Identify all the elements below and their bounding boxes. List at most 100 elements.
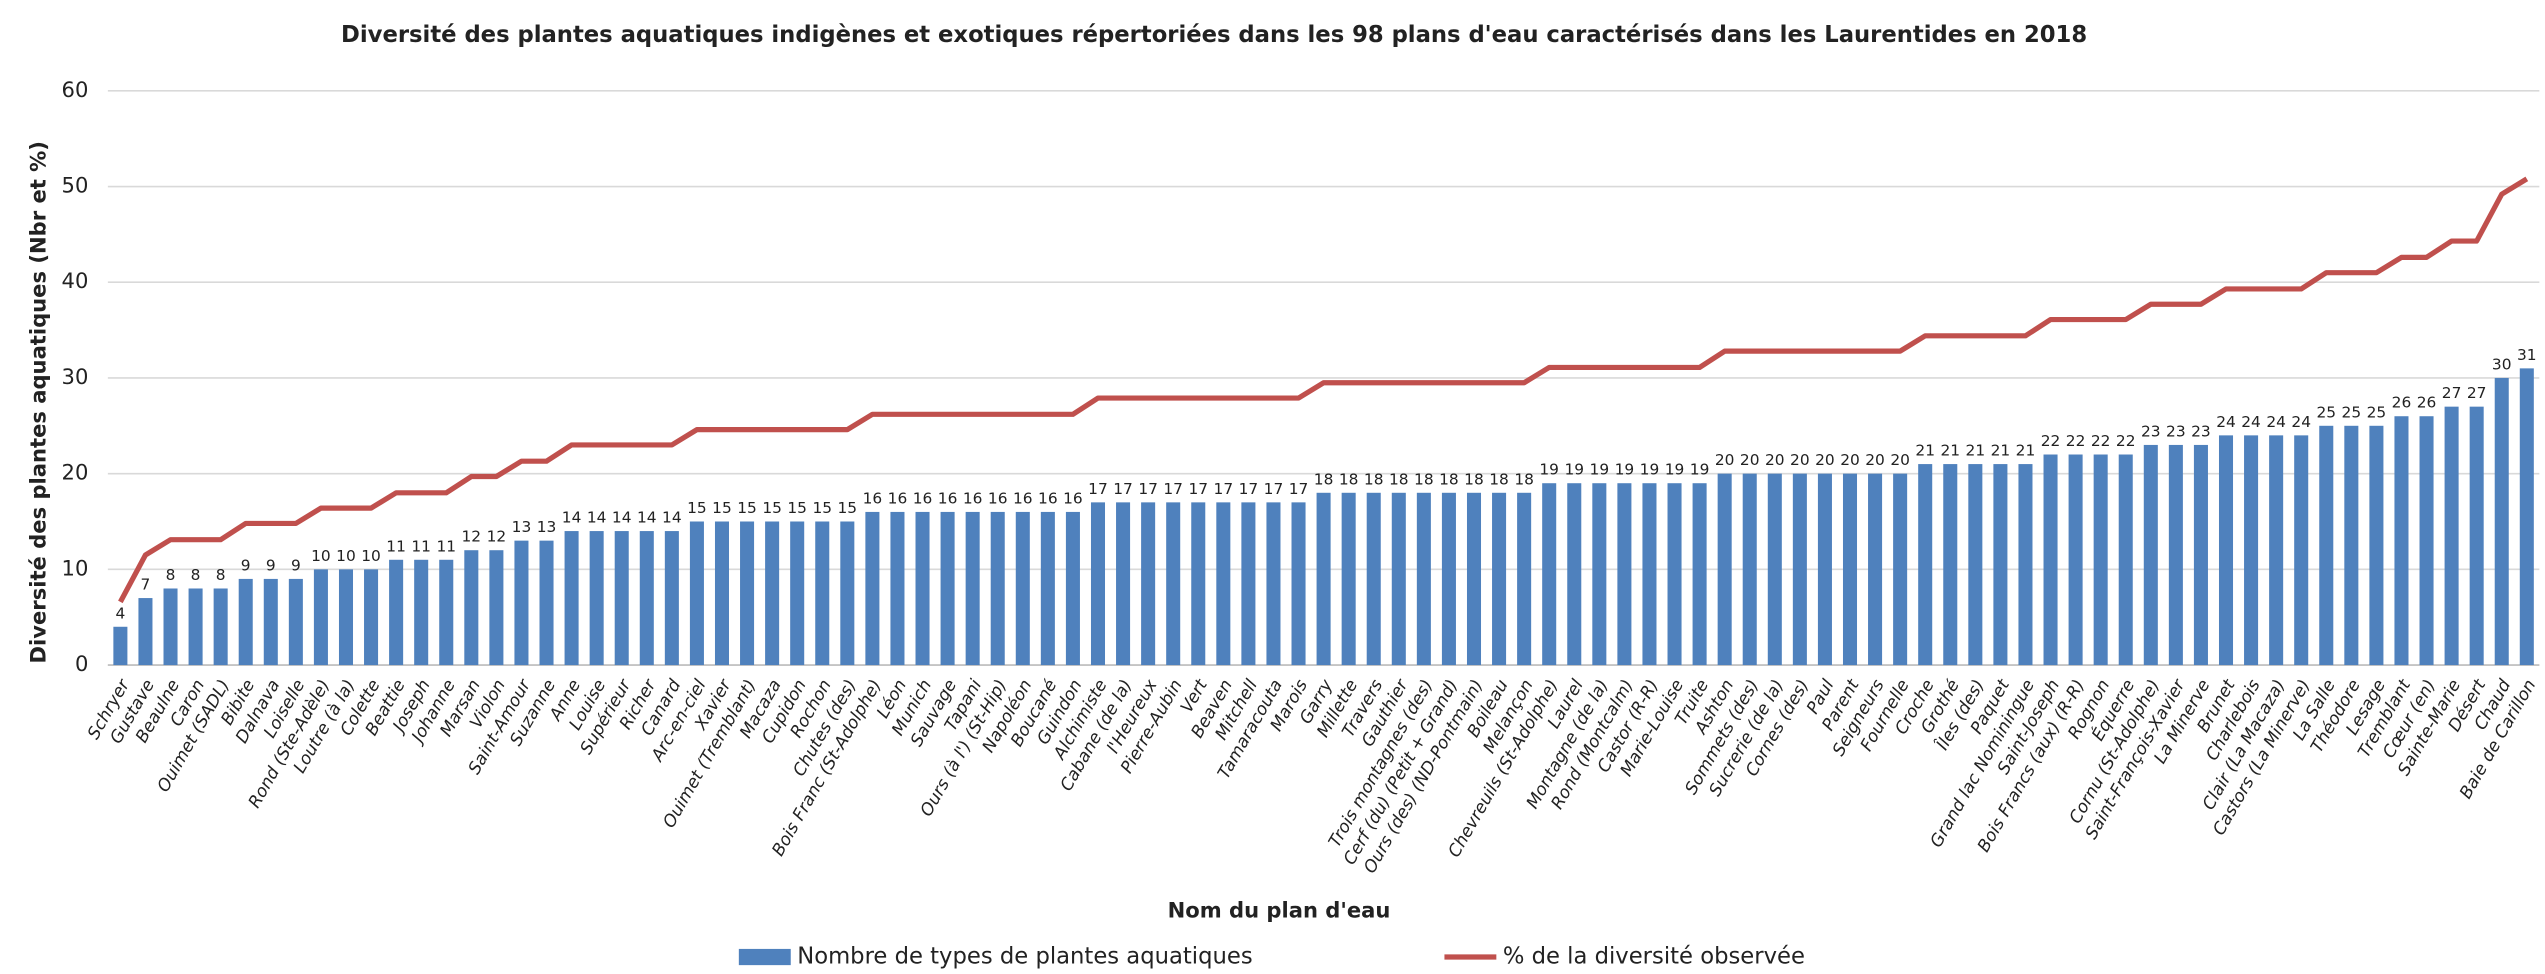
bar: [1241, 502, 1256, 666]
bar: [1366, 492, 1381, 666]
bar: [2193, 444, 2208, 666]
data-label: 20: [1765, 451, 1785, 469]
data-label: 20: [1790, 451, 1810, 469]
data-label: 14: [562, 509, 582, 527]
bar: [1116, 502, 1131, 666]
bar: [2494, 377, 2509, 666]
bar: [2218, 435, 2234, 666]
data-label: 18: [1389, 470, 1409, 488]
bar: [2143, 444, 2158, 666]
bar: [2419, 416, 2434, 666]
data-label: 25: [2342, 403, 2362, 421]
bar: [1141, 502, 1156, 666]
bar: [2519, 368, 2534, 666]
bar: [865, 511, 880, 666]
bar: [213, 588, 228, 666]
data-label: 15: [838, 499, 858, 517]
bar: [364, 569, 379, 666]
bar: [313, 569, 328, 666]
data-label: 19: [1564, 461, 1584, 479]
data-label: 24: [2216, 413, 2236, 431]
data-label: 24: [2291, 413, 2311, 431]
data-label: 25: [2367, 403, 2387, 421]
data-label: 17: [1239, 480, 1259, 498]
bar: [1742, 473, 1757, 666]
data-label: 22: [2091, 432, 2111, 450]
bar: [2118, 454, 2133, 666]
data-label: 16: [963, 489, 983, 507]
bar: [1191, 502, 1206, 666]
data-label: 22: [2066, 432, 2086, 450]
bar: [1617, 483, 1632, 666]
bar: [1767, 473, 1782, 666]
data-label: 15: [787, 499, 807, 517]
data-label: 9: [291, 556, 301, 574]
data-label: 20: [1815, 451, 1835, 469]
legend-label: Nombre de types de plantes aquatiques: [797, 944, 1252, 970]
bar: [990, 511, 1005, 666]
data-label: 11: [436, 537, 456, 555]
bar: [1943, 464, 1958, 666]
data-label: 17: [1113, 480, 1133, 498]
bar: [689, 521, 704, 666]
bar: [1918, 464, 1933, 666]
data-label: 17: [1088, 480, 1108, 498]
data-label: 20: [1715, 451, 1735, 469]
data-label: 14: [662, 509, 682, 527]
bar: [639, 531, 654, 666]
bar: [2444, 406, 2459, 666]
bar: [1316, 492, 1331, 666]
data-label: 16: [938, 489, 958, 507]
line: [118, 176, 2529, 604]
bar: [138, 598, 153, 666]
bar: [1642, 483, 1657, 666]
bar: [1341, 492, 1356, 666]
data-label: 23: [2191, 422, 2211, 440]
bar: [2344, 425, 2359, 666]
data-label: 23: [2166, 422, 2186, 440]
bar: [2168, 444, 2183, 666]
data-label: 10: [336, 547, 356, 565]
data-label: 15: [762, 499, 782, 517]
bar: [389, 559, 404, 666]
data-label: 17: [1264, 480, 1284, 498]
data-label: 20: [1840, 451, 1860, 469]
data-label: 9: [241, 556, 251, 574]
data-label: 27: [2442, 384, 2462, 402]
data-label: 17: [1289, 480, 1309, 498]
data-label: 8: [216, 566, 226, 584]
data-label: 23: [2141, 422, 2161, 440]
data-label: 21: [1991, 442, 2011, 460]
data-label: 21: [1940, 442, 1960, 460]
bar: [514, 540, 529, 666]
bar: [1592, 483, 1607, 666]
data-label: 15: [712, 499, 732, 517]
data-label: 14: [612, 509, 632, 527]
bar: [113, 626, 128, 666]
data-label: 30: [2492, 355, 2512, 373]
bar: [2469, 406, 2484, 666]
bar: [238, 578, 253, 666]
bar: [1517, 492, 1532, 666]
data-label: 14: [587, 509, 607, 527]
data-label: 22: [2041, 432, 2061, 450]
bar: [2244, 435, 2259, 666]
data-label: 8: [191, 566, 201, 584]
legend-swatch: [738, 948, 791, 966]
y-tick-label: 60: [62, 77, 89, 102]
bar: [1993, 464, 2008, 666]
bar: [2394, 416, 2409, 666]
data-label: 25: [2316, 403, 2336, 421]
data-label: 10: [311, 547, 331, 565]
bar: [1166, 502, 1181, 666]
bar: [2369, 425, 2384, 666]
data-label: 21: [1915, 442, 1935, 460]
data-label: 22: [2116, 432, 2136, 450]
bar: [464, 550, 479, 666]
data-label: 17: [1214, 480, 1234, 498]
y-tick-label: 30: [62, 364, 89, 389]
chart-title: Diversité des plantes aquatiques indigèn…: [341, 22, 2087, 48]
data-label: 27: [2467, 384, 2487, 402]
data-label: 13: [512, 518, 532, 536]
